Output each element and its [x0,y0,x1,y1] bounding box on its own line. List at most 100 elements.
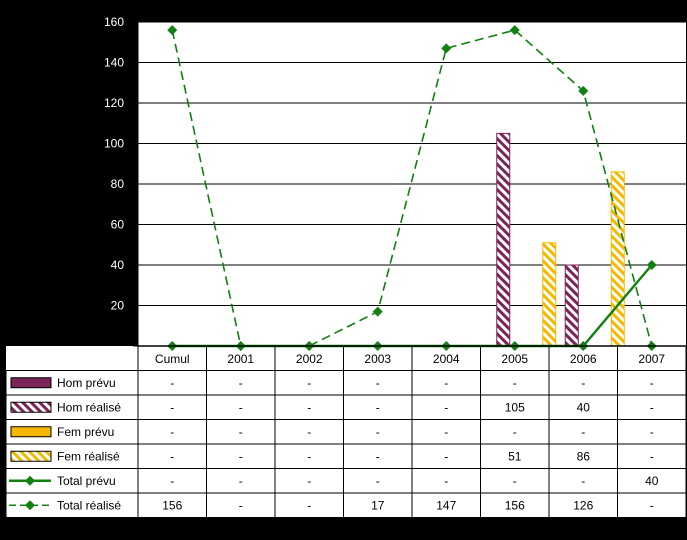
y-tick-label: 40 [111,258,125,272]
data-label: 147 [436,498,456,512]
bars [496,132,625,347]
x-tick-label: 2003 [364,352,391,366]
point-marker [441,43,452,54]
data-label: - [239,425,243,439]
table-row-total-pr-vu: Total prévu - - - - - - - 40 [9,474,659,488]
data-label: - [444,376,448,390]
legend-marker [25,500,35,511]
y-tick-label: 60 [111,218,125,232]
data-table-background [6,346,686,518]
data-label: - [444,400,448,414]
x-tick-label: 2005 [501,352,528,366]
data-label: 156 [505,498,525,512]
legend-label: Total prévu [57,474,116,488]
y-tick-label: 20 [111,299,125,313]
y-tick-label: - [120,339,124,353]
bar [496,132,511,347]
legend-label: Fem prévu [57,425,114,439]
y-tick-label: 80 [111,177,125,191]
data-label: - [513,474,517,488]
x-tick-label: 2002 [296,352,323,366]
data-label: - [307,376,311,390]
legend-key [10,401,52,413]
data-label: - [581,474,585,488]
legend-label: Fem réalisé [57,449,120,463]
y-tick-label: 140 [104,56,124,70]
point-marker [646,260,657,270]
data-label: 40 [645,474,659,488]
x-tick-labels: Cumul 2001 2002 2003 2004 2005 2006 2007 [155,352,666,366]
legend-key [10,450,52,462]
data-label: - [170,400,174,414]
data-label: - [376,376,380,390]
data-label: - [513,376,517,390]
data-label: - [650,498,654,512]
data-label: - [444,474,448,488]
legend-marker [25,475,35,486]
data-label: - [170,449,174,463]
data-label: - [376,425,380,439]
series-line [171,29,653,347]
data-label: 105 [505,400,525,414]
data-label: - [444,425,448,439]
table-row-hom-r-alis-: Hom réalisé - - - - - 105 40 - [10,400,654,414]
table-row-fem-pr-vu: Fem prévu - - - - - - - - [10,425,654,439]
data-label: 86 [577,449,591,463]
data-label: - [444,449,448,463]
point-marker [167,25,178,36]
data-table [5,345,687,518]
y-tick-label: 160 [104,15,124,29]
data-label: - [307,425,311,439]
data-label: - [307,474,311,488]
point-marker [509,25,520,36]
data-label: - [239,376,243,390]
data-label: - [239,474,243,488]
data-label: - [376,400,380,414]
data-label: - [307,400,311,414]
x-tick-label: 2007 [638,352,665,366]
point-marker [578,85,589,96]
data-label: 126 [573,498,593,512]
table-row-total-r-alis-: Total réalisé 156 - - 17 147 156 126 - [9,498,654,512]
legend-label: Hom réalisé [57,400,121,414]
data-label: - [650,449,654,463]
x-tick-label: 2001 [227,352,254,366]
data-label: - [513,425,517,439]
legend-key [10,377,52,389]
legend-label: Total réalisé [57,498,121,512]
y-gridlines [133,21,686,347]
y-tick-label: 120 [104,96,124,110]
y-tick-labels: - 20 40 60 80 100 120 140 160 [104,15,124,353]
data-label: 156 [162,498,182,512]
y-tick-label: 100 [104,137,124,151]
bar [610,171,625,347]
data-label: - [376,449,380,463]
legend-label: Hom prévu [57,376,116,390]
data-label: - [581,425,585,439]
data-label: 51 [508,449,522,463]
data-label: - [307,498,311,512]
bar [542,242,557,347]
data-label: - [650,425,654,439]
data-label: - [239,498,243,512]
table-row-fem-r-alis-: Fem réalisé - - - - - 51 86 - [10,449,654,463]
data-label: 40 [577,400,591,414]
data-label: - [650,400,654,414]
data-label: - [307,449,311,463]
point-marker [372,306,383,317]
bar [564,264,579,347]
x-tick-label: 2006 [570,352,597,366]
legend-key [10,426,52,438]
data-label: - [650,376,654,390]
data-label: - [581,376,585,390]
x-tick-label: 2004 [433,352,460,366]
data-label: 17 [371,498,385,512]
data-label: - [170,425,174,439]
data-label: - [239,400,243,414]
data-label: - [170,376,174,390]
x-tick-label: Cumul [155,352,190,366]
data-label: - [170,474,174,488]
data-label: - [376,474,380,488]
